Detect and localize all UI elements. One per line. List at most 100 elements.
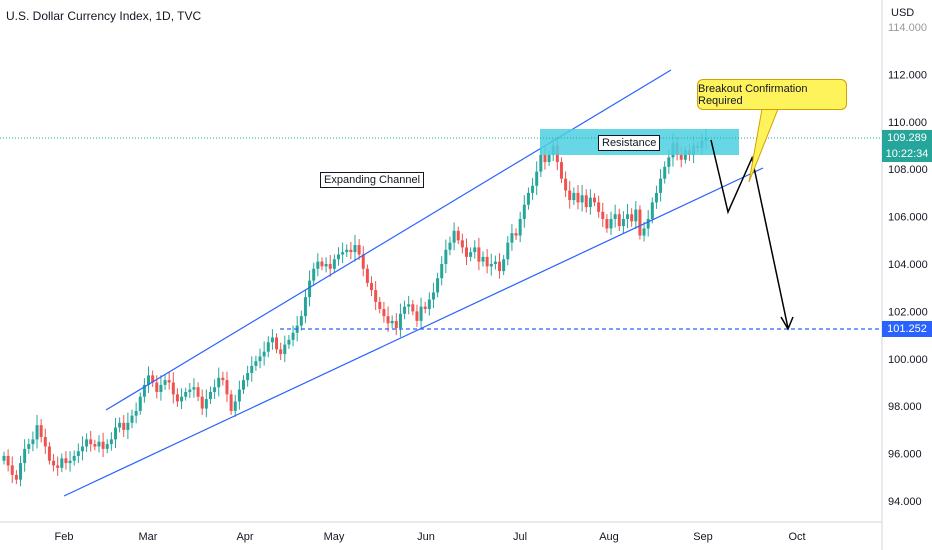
candle: [250, 356, 254, 382]
candle-body: [64, 458, 68, 464]
projection-path[interactable]: [710, 139, 789, 329]
candle-body: [361, 254, 365, 269]
candle-body: [659, 178, 663, 193]
x-tick-label: Sep: [693, 531, 713, 543]
candle: [630, 208, 634, 227]
candle: [572, 187, 576, 205]
time-axis[interactable]: Feb Mar Apr May Jun Jul Aug Sep Oct: [55, 531, 806, 543]
candle-body: [444, 249, 448, 264]
candle-body: [31, 439, 35, 445]
candle: [113, 417, 117, 449]
y-tick-label: 112.000: [888, 69, 927, 81]
candle: [650, 197, 654, 224]
candle-body: [407, 304, 411, 307]
candle: [559, 157, 563, 184]
candle: [390, 315, 394, 329]
candle: [341, 242, 345, 264]
candle-body: [601, 211, 605, 219]
candle: [419, 297, 423, 329]
candle: [287, 334, 291, 349]
x-tick-label: Mar: [139, 531, 158, 543]
candle: [564, 171, 568, 198]
candle: [654, 185, 658, 209]
candle-body: [122, 422, 126, 430]
candle: [126, 412, 130, 440]
candle-body: [19, 463, 23, 480]
candle-body: [452, 230, 456, 243]
candle-body: [159, 384, 163, 392]
candle-body: [514, 233, 518, 236]
candle: [593, 193, 597, 207]
candle: [159, 375, 163, 401]
candle-body: [97, 441, 101, 447]
candle-body: [559, 162, 563, 179]
candle: [229, 390, 233, 415]
candle-body: [85, 439, 89, 447]
candle-body: [324, 264, 328, 267]
candle-body: [328, 264, 332, 269]
candle: [308, 270, 312, 307]
candle-body: [415, 311, 419, 321]
candle: [192, 378, 196, 398]
candle: [6, 449, 10, 472]
expanding-channel-label[interactable]: Expanding Channel: [320, 172, 425, 188]
candle-body: [242, 380, 246, 390]
candle-body: [370, 282, 374, 291]
x-tick-label: Aug: [599, 531, 619, 543]
channel-lower-line[interactable]: [63, 167, 764, 497]
price-axis[interactable]: 94.000 96.000 98.000 100.000 102.000 104.000 1…: [888, 22, 928, 508]
candle-body: [597, 202, 601, 212]
candle-body: [138, 396, 142, 411]
candle: [506, 236, 510, 266]
candle-body: [52, 460, 56, 466]
breakout-callout[interactable]: Breakout Confirmation Required: [697, 79, 847, 110]
candle-body: [506, 242, 510, 260]
candle: [283, 335, 287, 363]
candle-body: [250, 365, 254, 374]
candle-body: [275, 337, 279, 350]
x-tick-label: Oct: [788, 531, 805, 543]
candle-body: [76, 451, 80, 456]
candle: [217, 367, 221, 397]
candle-body: [303, 297, 307, 317]
channel-upper-line[interactable]: [105, 69, 672, 411]
candle: [324, 257, 328, 273]
y-tick-label: 104.000: [888, 259, 928, 271]
candle: [184, 387, 188, 401]
candle-body: [93, 444, 97, 447]
candle: [299, 310, 303, 331]
candle: [617, 208, 621, 231]
candle: [10, 456, 14, 484]
candle: [175, 388, 179, 407]
resistance-label[interactable]: Resistance: [598, 135, 661, 151]
candle: [431, 282, 435, 309]
y-tick-label: 100.000: [888, 354, 928, 366]
candle-body: [576, 192, 580, 203]
candle-body: [531, 185, 535, 193]
candle: [601, 202, 605, 228]
candle-body: [427, 299, 431, 310]
candle-body: [134, 410, 138, 416]
candle-body: [283, 344, 287, 355]
candle: [101, 432, 105, 457]
candle: [35, 414, 39, 449]
candle: [320, 257, 324, 271]
candle: [365, 264, 369, 287]
candle: [382, 301, 386, 323]
candle-body: [312, 268, 316, 281]
candle-body: [105, 444, 109, 449]
candle-body: [320, 261, 324, 267]
candle-body: [167, 380, 171, 383]
candle-body: [518, 218, 522, 236]
candle-body: [80, 446, 84, 452]
candle-body: [477, 247, 481, 262]
candle-body: [180, 396, 184, 402]
candle-body: [440, 264, 444, 279]
x-tick-label: Jul: [513, 531, 527, 543]
candle-body: [365, 268, 369, 283]
candle: [613, 204, 617, 228]
x-tick-label: May: [324, 531, 345, 543]
candle: [626, 204, 630, 229]
candle: [361, 246, 365, 277]
